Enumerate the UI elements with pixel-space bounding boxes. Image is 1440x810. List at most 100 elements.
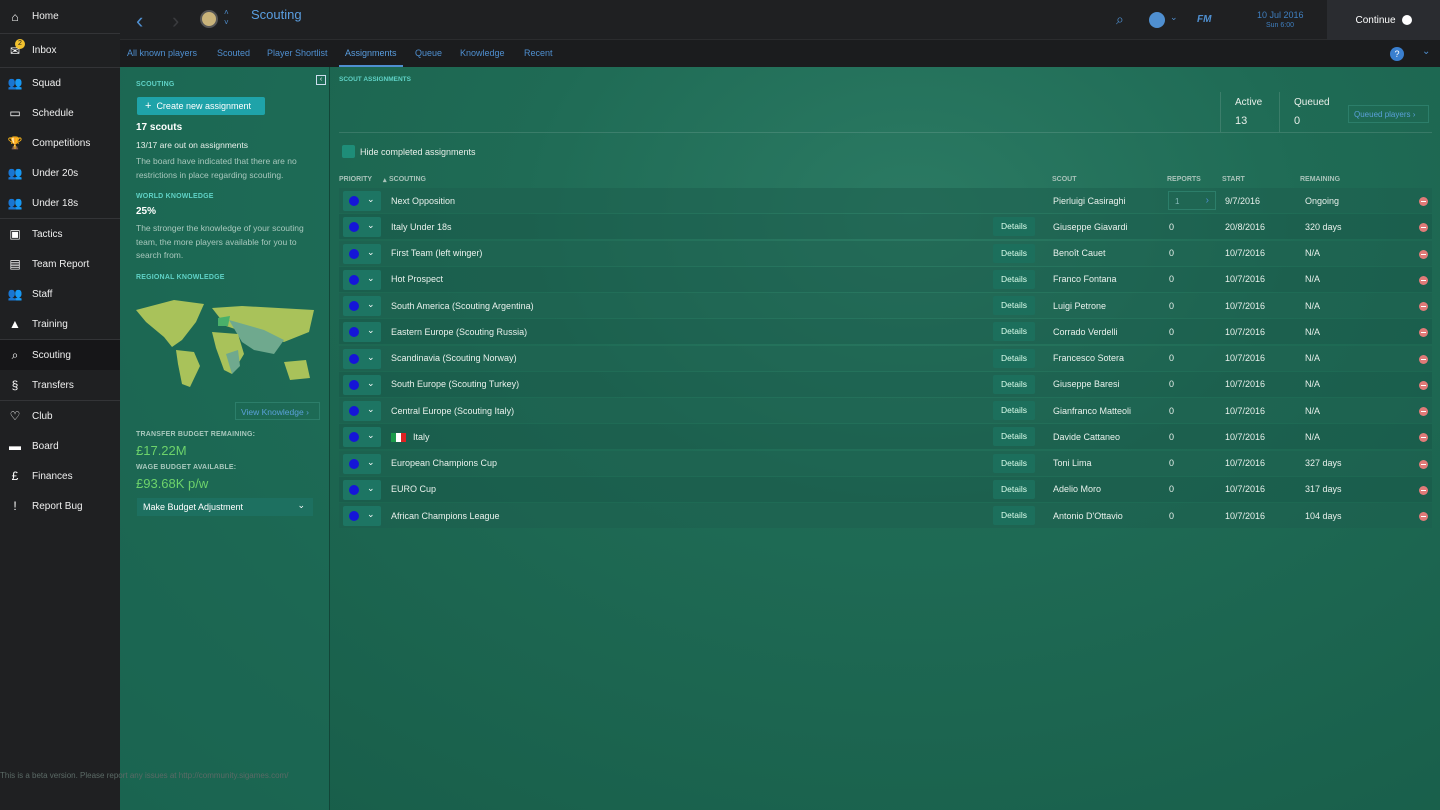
priority-dropdown[interactable]: ⌄ [343, 506, 381, 526]
fm-menu[interactable]: FM [1197, 14, 1212, 25]
sidebar-item-competitions[interactable]: 🏆 Competitions [0, 128, 120, 158]
priority-dropdown[interactable]: ⌄ [343, 243, 381, 264]
hide-completed-checkbox[interactable] [342, 145, 355, 158]
queued-players-button[interactable]: Queued players › [1348, 105, 1429, 123]
priority-dropdown[interactable]: ⌄ [343, 269, 381, 290]
tab-scouted[interactable]: Scouted [217, 48, 251, 58]
scout-name[interactable]: Toni Lima [1053, 458, 1092, 468]
help-icon[interactable]: ? [1390, 47, 1404, 61]
column-start[interactable]: START [1222, 176, 1245, 183]
sidebar-item-under-18s[interactable]: 👥 Under 18s [0, 188, 120, 218]
details-button[interactable]: Details [993, 322, 1035, 342]
details-button[interactable]: Details [993, 374, 1035, 394]
tab-assignments[interactable]: Assignments [339, 48, 403, 67]
sidebar-item-transfers[interactable]: § Transfers [0, 370, 120, 400]
remove-icon[interactable] [1419, 380, 1428, 390]
sidebar-item-report-bug[interactable]: ! Report Bug [0, 491, 120, 521]
create-assignment-button[interactable]: + Create new assignment [137, 97, 265, 115]
scout-name[interactable]: Corrado Verdelli [1053, 326, 1118, 337]
tab-knowledge[interactable]: Knowledge [460, 48, 505, 58]
budget-adjustment-dropdown[interactable]: Make Budget Adjustment ⌄ [137, 498, 313, 516]
priority-dropdown[interactable]: ⌄ [343, 217, 381, 238]
remove-icon[interactable] [1419, 354, 1428, 364]
remove-icon[interactable] [1419, 223, 1428, 233]
priority-dropdown[interactable]: ⌄ [343, 296, 381, 316]
scout-name[interactable]: Gianfranco Matteoli [1053, 405, 1132, 416]
tab-player-shortlist[interactable]: Player Shortlist [267, 48, 328, 58]
tab-queue[interactable]: Queue [415, 48, 443, 58]
sidebar-item-schedule[interactable]: ▭ Schedule [0, 98, 120, 128]
tab-all-known-players[interactable]: All known players [127, 48, 198, 58]
sidebar-item-under-20s[interactable]: 👥 Under 20s [0, 158, 120, 188]
column-reports[interactable]: REPORTS [1167, 176, 1201, 183]
details-button[interactable]: Details [993, 427, 1035, 447]
sidebar-item-inbox[interactable]: ✉ Inbox 2 [0, 34, 120, 67]
remove-icon[interactable] [1419, 407, 1428, 416]
table-row[interactable]: ⌄ Italy Under 18s Details Giuseppe Giavardi… [339, 214, 1432, 240]
details-button[interactable]: Details [993, 453, 1035, 473]
sidebar-item-home[interactable]: ⌂ Home [0, 0, 120, 33]
scout-name[interactable]: Benoît Cauet [1053, 248, 1106, 258]
priority-dropdown[interactable]: ⌄ [343, 479, 381, 500]
table-row[interactable]: ⌄ South America (Scouting Argentina) Detai… [339, 293, 1432, 318]
globe-icon[interactable] [1149, 12, 1165, 28]
table-row[interactable]: ⌄ EURO Cup Details Adelio Moro 0 10/7/2016 317… [339, 476, 1432, 502]
remove-icon[interactable] [1419, 512, 1428, 521]
tab-recent[interactable]: Recent [524, 48, 553, 58]
remove-icon[interactable] [1419, 459, 1428, 469]
chevron-down-icon[interactable]: ⌄ [1422, 46, 1431, 57]
table-row[interactable]: ⌄ Eastern Europe (Scouting Russia) Details… [339, 319, 1432, 345]
table-row[interactable]: ⌄ First Team (left winger) Details Benoît C… [339, 240, 1432, 266]
scout-name[interactable]: Adelio Moro [1053, 484, 1102, 495]
column-scout[interactable]: SCOUT [1052, 176, 1077, 183]
table-row[interactable]: ⌄ Hot Prospect Details Franco Fontana 0 10/7/… [339, 266, 1432, 292]
details-button[interactable]: Details [993, 401, 1035, 420]
scout-name[interactable]: Giuseppe Baresi [1053, 379, 1120, 390]
column-scouting[interactable]: SCOUTING [389, 176, 426, 183]
club-switch-icon[interactable]: ˄ ˅ [224, 8, 229, 27]
sidebar-item-club[interactable]: ♡ Club [0, 401, 120, 431]
column-priority[interactable]: PRIORITY [339, 176, 373, 183]
scout-name[interactable]: Luigi Petrone [1053, 300, 1107, 311]
table-row[interactable]: ⌄ Next Opposition Pierluigi Casiraghi 1 › 9/7… [339, 188, 1432, 213]
sidebar-item-staff[interactable]: 👥 Staff [0, 279, 120, 309]
back-icon[interactable]: ‹ [136, 8, 144, 33]
priority-dropdown[interactable]: ⌄ [343, 322, 381, 343]
remove-icon[interactable] [1419, 433, 1428, 443]
remove-icon[interactable] [1419, 275, 1428, 285]
reports-button[interactable]: 1 › [1168, 191, 1216, 210]
table-row[interactable]: ⌄ European Champions Cup Details Toni Lima 0… [339, 450, 1432, 476]
forward-icon[interactable]: › [172, 8, 180, 33]
details-button[interactable]: Details [993, 243, 1035, 263]
remove-icon[interactable] [1419, 249, 1428, 259]
column-remaining[interactable]: REMAINING [1300, 176, 1341, 183]
priority-dropdown[interactable]: ⌄ [343, 401, 381, 421]
scout-name[interactable]: Giuseppe Giavardi [1053, 221, 1128, 232]
scout-name[interactable]: Franco Fontana [1053, 274, 1117, 285]
sidebar-item-team-report[interactable]: ▤ Team Report [0, 249, 120, 279]
scout-name[interactable]: Pierluigi Casiraghi [1053, 195, 1126, 206]
view-knowledge-button[interactable]: View Knowledge › [235, 402, 320, 420]
table-row[interactable]: ⌄ Central Europe (Scouting Italy) Details G… [339, 398, 1432, 423]
details-button[interactable]: Details [993, 506, 1035, 525]
remove-icon[interactable] [1419, 328, 1428, 338]
sidebar-item-tactics[interactable]: ▣ Tactics [0, 219, 120, 249]
priority-dropdown[interactable]: ⌄ [343, 427, 381, 448]
club-badge-icon[interactable] [200, 10, 218, 28]
sidebar-item-training[interactable]: ▲ Training [0, 309, 120, 339]
sidebar-item-board[interactable]: ▬ Board [0, 431, 120, 461]
priority-dropdown[interactable]: ⌄ [343, 191, 381, 211]
table-row[interactable]: ⌄ Scandinavia (Scouting Norway) Details Fra… [339, 345, 1432, 371]
chevron-down-icon[interactable]: ⌄ [1170, 12, 1178, 22]
remove-icon[interactable] [1419, 485, 1428, 495]
world-map[interactable] [134, 292, 319, 392]
continue-button[interactable]: Continue [1327, 0, 1440, 40]
sidebar-item-scouting[interactable]: ⌕ Scouting [0, 340, 120, 370]
remove-icon[interactable] [1419, 302, 1428, 311]
priority-dropdown[interactable]: ⌄ [343, 374, 381, 395]
priority-dropdown[interactable]: ⌄ [343, 348, 381, 369]
table-row[interactable]: ⌄ African Champions League Details Antonio … [339, 503, 1432, 528]
details-button[interactable]: Details [993, 348, 1035, 368]
sidebar-item-squad[interactable]: 👥 Squad [0, 68, 120, 98]
remove-icon[interactable] [1419, 197, 1428, 206]
